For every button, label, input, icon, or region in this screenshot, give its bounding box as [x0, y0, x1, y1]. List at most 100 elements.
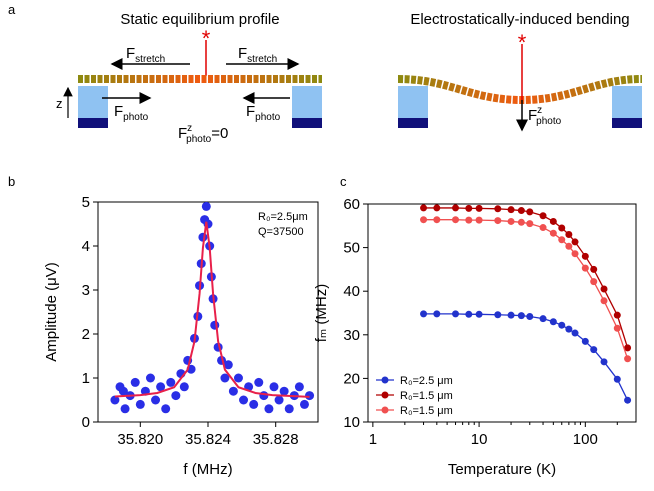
y-tick-label: 1	[82, 370, 90, 387]
force-label: Fphoto	[114, 103, 149, 123]
force-main: F	[114, 103, 123, 120]
data-point	[233, 373, 243, 383]
y-axis-label: fₘ (MHz)	[313, 284, 330, 343]
data-point	[110, 395, 120, 405]
support-base	[78, 118, 108, 128]
data-point	[452, 204, 460, 212]
data-point	[565, 325, 573, 333]
force-label: Fphoto	[246, 103, 281, 123]
data-point	[565, 231, 573, 239]
data-point	[600, 358, 608, 366]
data-point	[220, 373, 230, 383]
data-point	[279, 386, 289, 396]
data-point	[526, 220, 534, 228]
axis-label: z	[56, 96, 63, 111]
data-point	[249, 399, 259, 409]
annotation: Q=37500	[258, 226, 304, 238]
data-point	[613, 375, 621, 383]
force-label: Fz photo	[528, 105, 562, 127]
legend-label: R₀=2.5 μm	[400, 375, 453, 387]
data-point	[507, 206, 515, 214]
y-tick-label: 2	[82, 326, 90, 343]
data-point	[420, 204, 428, 212]
force-sub: photo	[186, 134, 211, 145]
force-main: F	[178, 125, 187, 142]
data-point	[151, 395, 161, 405]
data-point	[624, 355, 632, 363]
support-base	[292, 118, 322, 128]
laser-spot: *	[518, 30, 527, 55]
force-label: Fstretch	[238, 45, 277, 65]
legend-label: R₀=1.5 μm	[400, 390, 453, 402]
legend-label: R₀=1.5 μm	[400, 405, 453, 417]
data-point	[590, 265, 598, 273]
diagram-title: Static equilibrium profile	[120, 11, 279, 28]
y-tick-label: 3	[82, 282, 90, 299]
data-point	[494, 311, 502, 319]
series-line	[423, 207, 629, 349]
data-point	[156, 382, 166, 392]
diagram-title: Electrostatically-induced bending	[410, 11, 629, 28]
x-axis-label: Temperature (K)	[448, 461, 556, 478]
data-point	[294, 382, 304, 392]
y-tick-label: 60	[343, 196, 360, 213]
data-point	[539, 224, 547, 232]
data-point	[223, 360, 233, 370]
data-point	[558, 236, 566, 244]
data-point	[507, 217, 515, 225]
y-tick-label: 20	[343, 370, 360, 387]
data-point	[259, 391, 269, 401]
force-sup: z	[537, 105, 542, 116]
force-main: F	[246, 103, 255, 120]
fit-line	[114, 221, 310, 398]
x-tick-label: 35.824	[185, 431, 231, 448]
support	[292, 86, 322, 118]
data-point	[475, 204, 483, 212]
data-point	[517, 312, 525, 320]
support-base	[398, 118, 428, 128]
data-point	[571, 250, 579, 258]
force-suffix: =0	[211, 125, 228, 142]
data-point	[274, 395, 284, 405]
data-point	[494, 205, 502, 213]
annotation: R₀=2.5μm	[258, 211, 308, 223]
y-tick-label: 4	[82, 238, 90, 255]
data-point	[475, 216, 483, 224]
data-point	[452, 310, 460, 318]
data-point	[433, 204, 441, 212]
data-point	[305, 391, 315, 401]
data-point	[507, 311, 515, 319]
series-line	[423, 219, 629, 359]
data-point	[558, 224, 566, 232]
data-point	[239, 395, 249, 405]
data-point	[269, 382, 279, 392]
force-label: Fz photo=0	[178, 123, 228, 145]
y-tick-label: 10	[343, 414, 360, 431]
data-point	[254, 377, 264, 387]
data-point	[571, 238, 579, 246]
force-sub: stretch	[247, 54, 277, 65]
data-point	[420, 216, 428, 224]
data-point	[433, 216, 441, 224]
data-point	[549, 217, 557, 225]
data-point	[613, 311, 621, 319]
beam	[397, 75, 643, 105]
y-tick-label: 0	[82, 414, 90, 431]
data-point	[581, 264, 589, 272]
support	[612, 86, 642, 118]
data-point	[600, 297, 608, 305]
data-point	[517, 218, 525, 226]
data-point	[452, 216, 460, 224]
data-point	[171, 391, 181, 401]
x-axis-label: f (MHz)	[183, 461, 232, 478]
data-point	[465, 204, 473, 212]
force-sub: photo	[123, 112, 148, 123]
data-point	[201, 201, 211, 211]
support-base	[612, 118, 642, 128]
x-tick-label: 1	[369, 431, 377, 448]
data-point	[465, 216, 473, 224]
panel-label: a	[8, 2, 16, 17]
data-point	[166, 377, 176, 387]
plot-frame	[367, 203, 637, 423]
data-point	[539, 212, 547, 220]
